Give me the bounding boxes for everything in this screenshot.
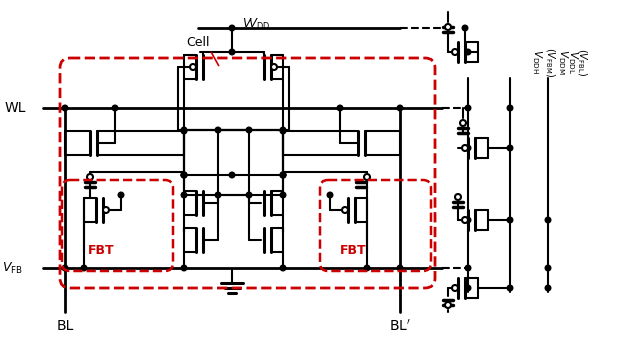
Circle shape [181,192,187,198]
Circle shape [445,24,451,30]
Circle shape [364,265,370,271]
Circle shape [445,302,451,308]
Text: $(V_{\rm FBM})$: $(V_{\rm FBM})$ [543,47,557,77]
Circle shape [246,127,252,133]
Circle shape [280,172,286,178]
Circle shape [229,25,235,31]
Circle shape [507,105,513,111]
Circle shape [465,265,471,271]
Text: $V_{\rm DDH}$: $V_{\rm DDH}$ [530,49,544,74]
Circle shape [229,49,235,55]
Circle shape [465,217,471,223]
Circle shape [181,172,187,178]
Circle shape [62,105,68,111]
Circle shape [229,172,235,178]
Circle shape [215,127,221,133]
Circle shape [246,192,252,198]
Text: FBT: FBT [88,244,115,257]
Circle shape [280,128,286,134]
Circle shape [181,127,187,133]
Circle shape [507,285,513,291]
Text: $V_{\rm DDL}$: $V_{\rm DDL}$ [566,50,580,74]
Text: $(V_{\rm FBL})$: $(V_{\rm FBL})$ [575,48,589,76]
Text: $V_{\rm DDM}$: $V_{\rm DDM}$ [556,49,570,75]
Circle shape [342,207,348,213]
Circle shape [465,105,471,111]
Circle shape [112,105,118,111]
Circle shape [181,128,187,134]
Circle shape [507,217,513,223]
Circle shape [103,207,109,213]
Text: $V_{\rm FB}$: $V_{\rm FB}$ [2,260,23,275]
Circle shape [62,265,68,271]
Circle shape [545,285,551,291]
Circle shape [462,25,468,31]
Circle shape [465,285,471,291]
Text: BL$'$: BL$'$ [389,318,411,334]
Circle shape [280,265,286,271]
Circle shape [465,49,471,55]
Circle shape [280,192,286,198]
Text: BL: BL [56,319,74,333]
Circle shape [87,174,93,180]
Circle shape [81,265,87,271]
Circle shape [462,145,468,151]
Circle shape [460,120,466,126]
Circle shape [271,64,277,70]
Circle shape [181,172,187,178]
Circle shape [280,127,286,133]
Text: WL: WL [5,101,26,115]
Circle shape [181,265,187,271]
Circle shape [337,105,343,111]
Circle shape [215,192,221,198]
Text: Cell: Cell [186,35,210,48]
Circle shape [462,217,468,223]
Circle shape [397,105,403,111]
Circle shape [280,172,286,178]
Circle shape [190,64,196,70]
Circle shape [280,172,286,178]
Circle shape [118,192,124,198]
Circle shape [545,217,551,223]
Circle shape [364,174,370,180]
Circle shape [181,172,187,178]
Text: $V\!V_{\rm DD}$: $V\!V_{\rm DD}$ [242,16,270,32]
Circle shape [545,265,551,271]
Text: FBT: FBT [340,244,367,257]
Circle shape [507,145,513,151]
Circle shape [452,285,458,291]
Circle shape [397,265,403,271]
Circle shape [327,192,333,198]
Circle shape [452,49,458,55]
Circle shape [465,145,471,151]
Circle shape [455,194,461,200]
